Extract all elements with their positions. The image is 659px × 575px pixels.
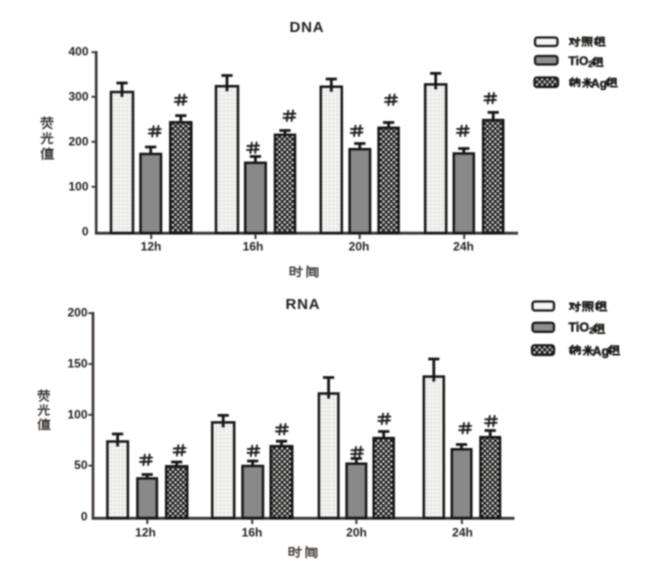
svg-text:16h: 16h <box>243 239 264 253</box>
svg-text:24h: 24h <box>453 239 474 253</box>
svg-text:0: 0 <box>81 510 88 524</box>
svg-text:16h: 16h <box>242 526 263 540</box>
svg-text:20h: 20h <box>346 526 367 540</box>
svg-text:200: 200 <box>68 135 88 149</box>
svg-text:Ag: Ag <box>593 345 610 359</box>
svg-text:100: 100 <box>68 180 88 194</box>
svg-text:300: 300 <box>68 90 88 104</box>
svg-text:TiO2: TiO2 <box>569 54 594 69</box>
svg-text:12h: 12h <box>135 526 156 540</box>
svg-text:100: 100 <box>67 407 87 421</box>
svg-text:150: 150 <box>67 357 87 371</box>
svg-text:0: 0 <box>82 225 89 239</box>
svg-text:DNA: DNA <box>290 19 325 36</box>
svg-text:400: 400 <box>68 45 88 59</box>
svg-text:200: 200 <box>67 306 87 320</box>
svg-text:24h: 24h <box>452 526 473 540</box>
svg-text:12h: 12h <box>141 239 162 253</box>
svg-text:20h: 20h <box>349 239 370 253</box>
svg-text:Ag: Ag <box>591 77 607 91</box>
svg-text:RNA: RNA <box>286 296 321 313</box>
svg-text:50: 50 <box>74 458 88 472</box>
svg-text:TiO2: TiO2 <box>569 321 595 336</box>
